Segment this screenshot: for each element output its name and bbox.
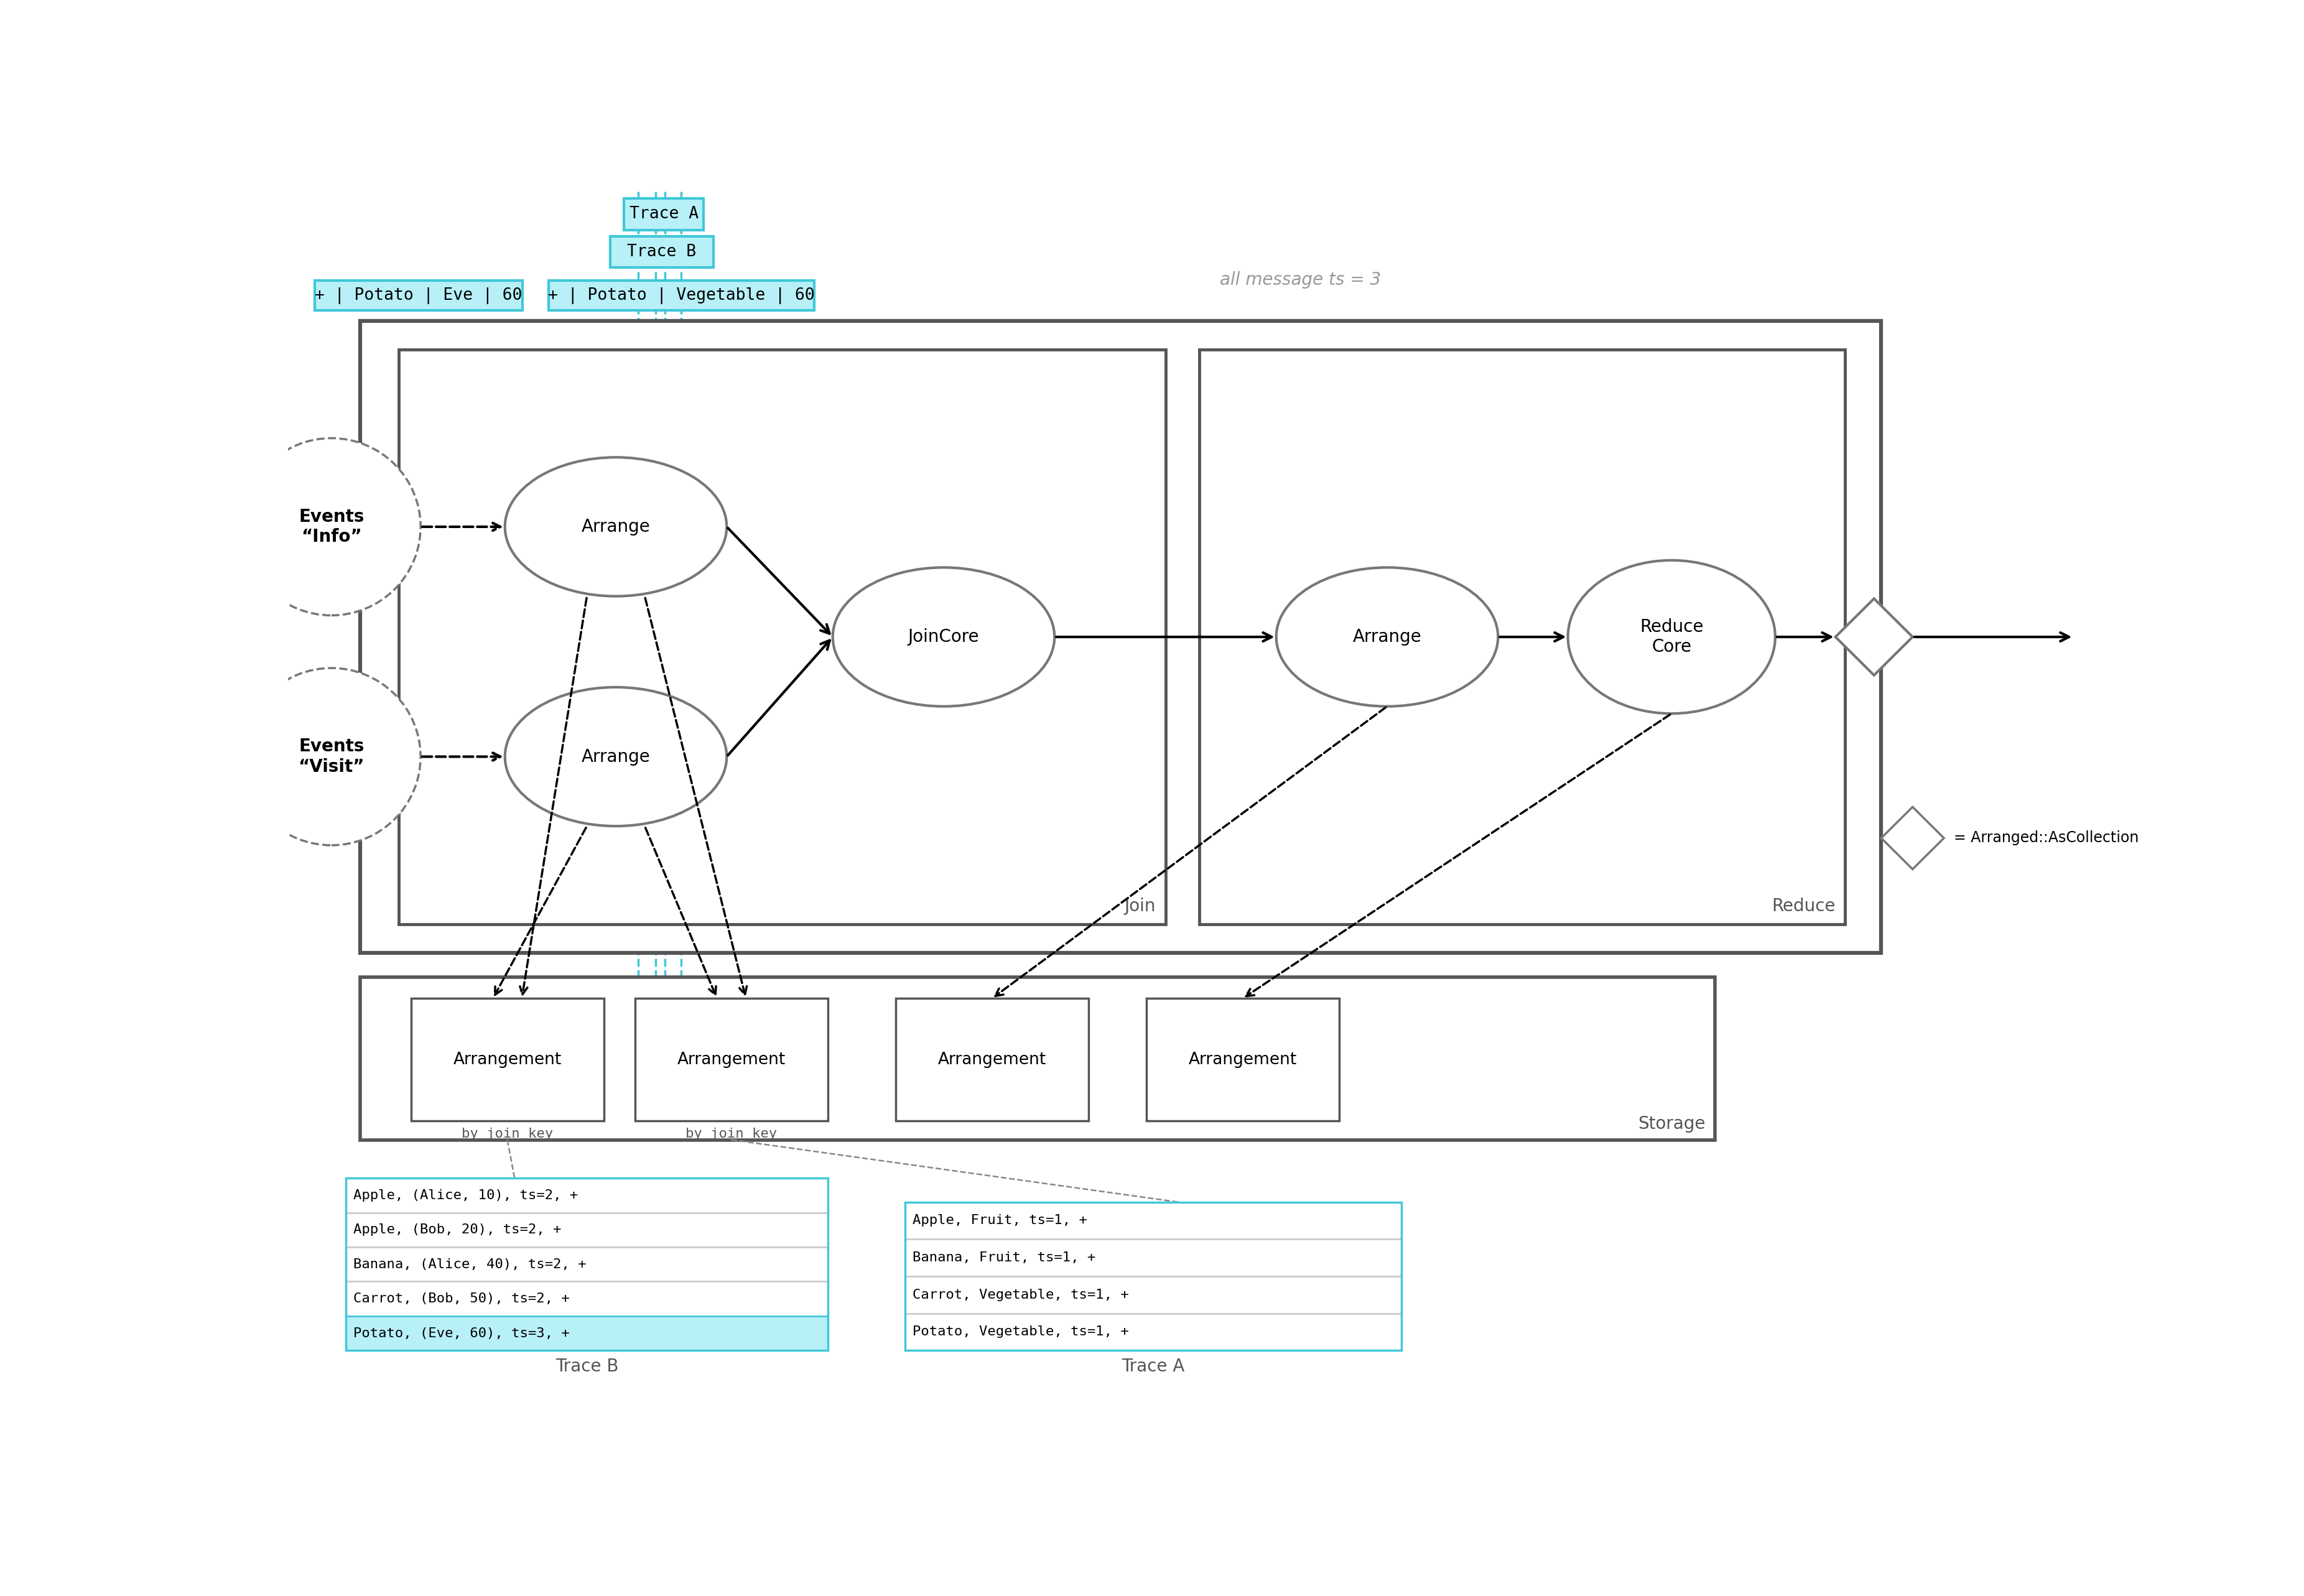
Text: Storage: Storage — [1638, 1116, 1705, 1133]
FancyBboxPatch shape — [410, 999, 604, 1120]
Text: Trace A: Trace A — [1122, 1358, 1184, 1376]
FancyBboxPatch shape — [548, 281, 813, 310]
Text: by join key: by join key — [687, 1128, 776, 1140]
FancyBboxPatch shape — [1198, 350, 1846, 924]
Text: Trace B: Trace B — [555, 1358, 617, 1376]
Text: = Arranged::AsCollection: = Arranged::AsCollection — [1954, 830, 2138, 846]
Text: Trace B: Trace B — [627, 244, 696, 260]
Text: Reduce
Core: Reduce Core — [1640, 618, 1703, 656]
FancyBboxPatch shape — [346, 1317, 827, 1350]
FancyBboxPatch shape — [611, 236, 714, 267]
FancyBboxPatch shape — [359, 321, 1882, 953]
Text: Apple, Fruit, ts=1, +: Apple, Fruit, ts=1, + — [912, 1215, 1087, 1227]
FancyBboxPatch shape — [346, 1282, 827, 1317]
FancyBboxPatch shape — [905, 1238, 1401, 1277]
Text: Events
“Info”: Events “Info” — [300, 508, 364, 546]
Ellipse shape — [832, 568, 1055, 707]
FancyBboxPatch shape — [316, 281, 523, 310]
Text: Banana, Fruit, ts=1, +: Banana, Fruit, ts=1, + — [912, 1251, 1094, 1264]
Text: Events
“Visit”: Events “Visit” — [297, 737, 364, 776]
Polygon shape — [1882, 808, 1945, 870]
Ellipse shape — [1276, 568, 1498, 707]
Text: Arrangement: Arrangement — [1189, 1052, 1297, 1068]
Text: Carrot, Vegetable, ts=1, +: Carrot, Vegetable, ts=1, + — [912, 1288, 1129, 1301]
Text: Potato, Vegetable, ts=1, +: Potato, Vegetable, ts=1, + — [912, 1326, 1129, 1337]
Ellipse shape — [1569, 560, 1774, 713]
FancyBboxPatch shape — [624, 200, 703, 230]
FancyBboxPatch shape — [905, 1202, 1401, 1238]
FancyBboxPatch shape — [896, 999, 1087, 1120]
Text: + | Potato | Eve | 60: + | Potato | Eve | 60 — [316, 287, 523, 303]
FancyBboxPatch shape — [359, 977, 1714, 1140]
FancyBboxPatch shape — [346, 1213, 827, 1246]
Ellipse shape — [505, 688, 726, 827]
FancyBboxPatch shape — [346, 1246, 827, 1282]
FancyBboxPatch shape — [905, 1277, 1401, 1314]
Text: JoinCore: JoinCore — [908, 629, 979, 646]
Text: + | Potato | Vegetable | 60: + | Potato | Vegetable | 60 — [548, 287, 816, 303]
Text: Arrange: Arrange — [581, 749, 650, 766]
Text: Banana, (Alice, 40), ts=2, +: Banana, (Alice, 40), ts=2, + — [353, 1258, 585, 1270]
Ellipse shape — [242, 669, 422, 846]
Text: Trace A: Trace A — [629, 206, 698, 222]
FancyBboxPatch shape — [399, 350, 1166, 924]
FancyBboxPatch shape — [636, 999, 827, 1120]
Text: Arrange: Arrange — [581, 519, 650, 536]
Text: Apple, (Alice, 10), ts=2, +: Apple, (Alice, 10), ts=2, + — [353, 1189, 578, 1202]
Text: Apple, (Bob, 20), ts=2, +: Apple, (Bob, 20), ts=2, + — [353, 1224, 562, 1235]
Polygon shape — [1836, 598, 1912, 675]
Ellipse shape — [505, 458, 726, 597]
Text: Carrot, (Bob, 50), ts=2, +: Carrot, (Bob, 50), ts=2, + — [353, 1293, 569, 1306]
Text: all message ts = 3: all message ts = 3 — [1219, 271, 1380, 289]
Text: by join key: by join key — [461, 1128, 553, 1140]
Text: Arrange: Arrange — [1352, 629, 1422, 646]
Text: Join: Join — [1124, 897, 1157, 915]
FancyBboxPatch shape — [346, 1178, 827, 1213]
Text: Arrangement: Arrangement — [454, 1052, 562, 1068]
Text: Potato, (Eve, 60), ts=3, +: Potato, (Eve, 60), ts=3, + — [353, 1326, 569, 1339]
FancyBboxPatch shape — [905, 1314, 1401, 1350]
FancyBboxPatch shape — [1145, 999, 1339, 1120]
Text: Arrangement: Arrangement — [938, 1052, 1046, 1068]
Text: Arrangement: Arrangement — [677, 1052, 786, 1068]
Ellipse shape — [242, 439, 422, 616]
Text: Reduce: Reduce — [1772, 897, 1836, 915]
